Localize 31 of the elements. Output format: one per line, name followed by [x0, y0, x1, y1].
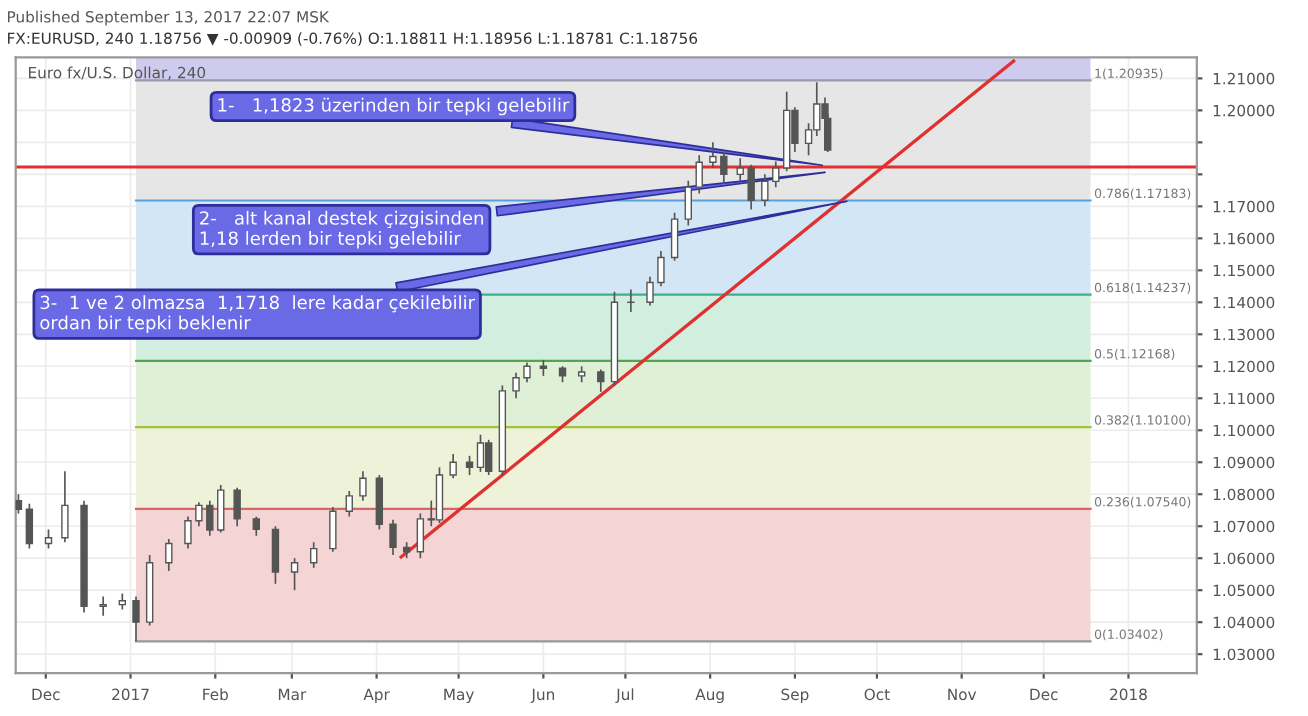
candlestick	[290, 557, 299, 592]
candlestick	[44, 528, 53, 550]
candlestick	[252, 515, 260, 537]
candlestick	[61, 470, 69, 544]
candlestick	[345, 490, 353, 518]
candlestick	[684, 179, 692, 227]
candlestick	[597, 368, 605, 393]
candlestick	[99, 595, 107, 617]
candlestick	[233, 486, 241, 528]
candlestick	[435, 466, 444, 524]
candlestick	[132, 595, 140, 643]
candlestick	[813, 81, 821, 137]
candlestick	[15, 493, 23, 515]
candlestick	[310, 541, 318, 569]
candlestick	[484, 439, 493, 476]
candlestick	[465, 455, 474, 476]
annotation: 2- alt kanal destek çizgisinden 1,18 lerden bir tepki gelebilir	[200, 210, 483, 249]
candlestick	[389, 518, 397, 556]
candlestick	[695, 154, 703, 195]
candlestick	[375, 474, 384, 531]
candlestick	[449, 453, 457, 480]
candlestick	[271, 525, 280, 585]
candlestick	[25, 502, 34, 550]
annotation: 1- 1,1823 üzerinden bir tepki gelebilir	[218, 97, 570, 116]
annotation: 3- 1 ve 2 olmazsa 1,1718 lere kadar çekilebilir ordan bir tepki beklenir	[40, 295, 476, 333]
candlestick	[165, 538, 173, 572]
candlestick	[476, 433, 485, 473]
candlestick	[329, 506, 337, 553]
candlestick	[416, 512, 425, 560]
candlestick	[670, 211, 679, 262]
candlestick	[359, 470, 367, 502]
